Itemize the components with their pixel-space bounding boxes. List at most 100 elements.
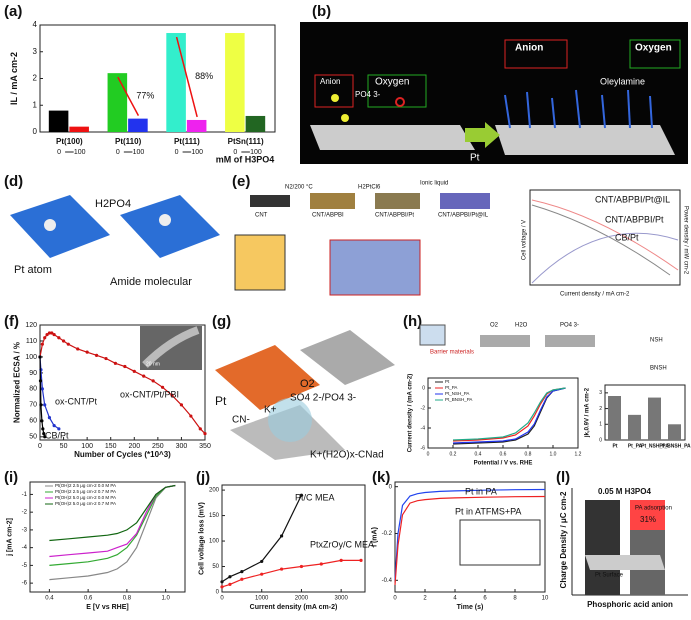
- y-tick-label: 1: [33, 100, 38, 109]
- pt-lattice: [10, 195, 110, 258]
- y-axis-title: IL / mA cm-2: [9, 52, 19, 105]
- y-tick-label: 100: [25, 354, 37, 361]
- beaker: [419, 324, 446, 346]
- line: [221, 494, 302, 583]
- marker: [43, 435, 47, 439]
- y-tick-label: 4: [33, 20, 38, 29]
- bar: [648, 397, 661, 440]
- label: SO4 2-/PO4 3-: [290, 393, 356, 404]
- x-tick-label: 2: [423, 596, 427, 602]
- label: H2O: [515, 323, 528, 329]
- x-tick-label: 350: [199, 443, 211, 450]
- panel-d: H2PO4 Pt atom Amide molecular: [10, 195, 220, 288]
- marker: [203, 432, 207, 436]
- y-tick-label: 70: [29, 402, 37, 409]
- x-tick-label: Pt: [613, 443, 618, 449]
- pt-slab: [310, 125, 475, 150]
- x-tick-label: Pt_NSH_PA: [641, 443, 669, 449]
- label: Oleylamine: [600, 76, 645, 86]
- marker: [104, 356, 108, 361]
- label: CNT/ABPBI/Pt@IL: [438, 213, 489, 219]
- cnt-abpbi: [310, 193, 355, 209]
- marker: [50, 331, 54, 335]
- x-tick-label: 10: [542, 596, 549, 602]
- label: Anion: [320, 77, 340, 86]
- y-tick-label: -2: [421, 405, 426, 411]
- panel-label: (g): [212, 313, 231, 330]
- line: [452, 387, 566, 444]
- label: H2PO4: [95, 198, 131, 210]
- x-tick-label: 0: [393, 596, 397, 602]
- marker: [319, 562, 323, 566]
- y-tick-label: 50: [212, 564, 219, 570]
- y-tick-label: -1: [22, 492, 28, 498]
- y-tick-label: -0.2: [382, 531, 393, 537]
- marker: [123, 364, 127, 369]
- y-tick-label: -3: [22, 527, 28, 533]
- marker: [228, 575, 232, 579]
- curve: [531, 232, 679, 284]
- y-tick-label: -0.4: [382, 578, 393, 584]
- y-axis-title: I (mA): [371, 527, 378, 547]
- y-axis-title: Cell voltage loss (mV): [198, 502, 205, 575]
- series-label: 100: [133, 149, 145, 156]
- marker: [57, 336, 61, 340]
- plot-frame: [29, 481, 186, 593]
- label: Pt: [215, 394, 227, 408]
- y-tick-label: 0: [599, 437, 602, 443]
- bar: [166, 33, 186, 132]
- pt-lattice: [120, 195, 220, 258]
- x-tick-label: Pt(111): [174, 137, 200, 146]
- label: Ionic liquid: [420, 181, 448, 187]
- panel-g: Pt O2 SO4 2-/PO4 3- K+ CN- K+(H2O)x-CNad: [215, 330, 395, 461]
- series-label: PtxZrOy/C MEA: [310, 539, 374, 549]
- marker: [339, 558, 343, 563]
- pt-surface: [585, 555, 665, 570]
- bar: [630, 500, 665, 530]
- atom: [341, 114, 349, 122]
- label: CNT/ABPBI/Pt: [605, 214, 664, 224]
- legend-label: Pt(OH)2 2.5 μg cm-2 0.7 M PA: [55, 489, 116, 494]
- y-tick-label: 2: [33, 74, 38, 83]
- bar: [186, 119, 207, 132]
- marker: [189, 414, 193, 418]
- marker: [40, 387, 44, 391]
- marker: [132, 369, 136, 373]
- y-axis-title: jk,0.9V / mA cm-2: [585, 387, 591, 438]
- x-axis-title: mM of H3PO4: [216, 154, 275, 164]
- marker: [170, 393, 174, 397]
- series-label: 100: [191, 149, 203, 156]
- panel-label: (h): [403, 313, 422, 330]
- legend-label: Pt_NSH_PA: [445, 391, 469, 396]
- label: PA adsorption: [635, 506, 672, 512]
- label: H2PtCl6: [358, 185, 381, 191]
- annotation: 88%: [195, 71, 213, 81]
- plot-frame: [394, 481, 546, 593]
- y-tick-label: 60: [29, 418, 37, 425]
- y-tick-label: -4: [22, 545, 28, 551]
- marker: [198, 427, 202, 431]
- marker: [41, 427, 45, 431]
- x-axis-title: Time (s): [457, 604, 484, 611]
- label: O2: [490, 323, 499, 329]
- pt-surface: [480, 335, 530, 347]
- box: [314, 74, 354, 108]
- marker: [47, 331, 52, 335]
- inset-frame: [459, 519, 541, 566]
- y-tick-label: -5: [22, 563, 28, 569]
- x-tick-label: 0.2: [450, 451, 457, 457]
- marker: [160, 385, 165, 389]
- marker: [299, 493, 304, 497]
- series-label: 0: [57, 149, 61, 156]
- adsorbate: [44, 219, 56, 231]
- line: [49, 484, 176, 566]
- legend-label: Pt(OH)2 2.5 μg cm-2 0.0 M PA: [55, 483, 116, 488]
- y-tick-label: 200: [209, 488, 220, 494]
- marker: [45, 332, 49, 337]
- bar: [245, 115, 266, 132]
- line: [394, 495, 546, 586]
- x-tick-label: 0.4: [475, 451, 482, 457]
- label: Oxygen: [375, 77, 409, 88]
- y-tick-label: 100: [209, 539, 220, 545]
- x-tick-label: 150: [105, 443, 117, 450]
